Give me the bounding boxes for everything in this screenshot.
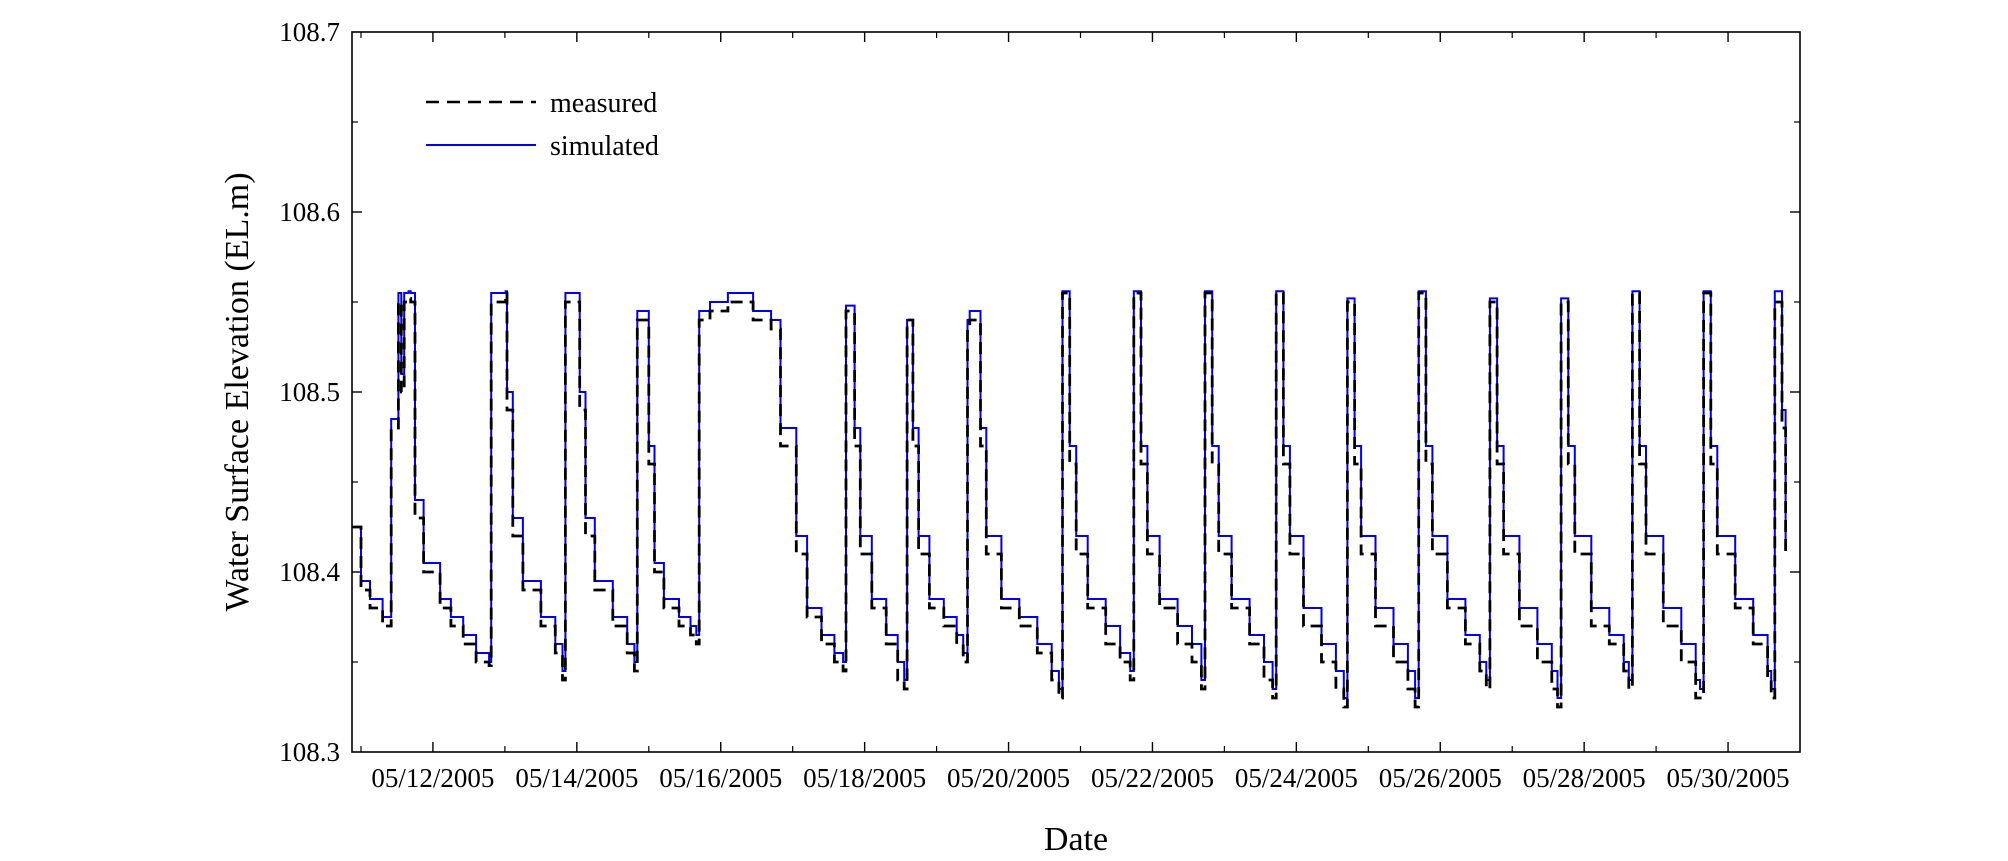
y-tick-label: 108.5: [279, 377, 340, 407]
y-tick-label: 108.3: [279, 737, 340, 767]
axis-ticks: 108.3 108.4 108.5 108.6 108.7 05/12/2005 05/14…: [279, 17, 1800, 793]
x-tick-label: 05/12/2005: [371, 763, 494, 793]
x-tick-label: 05/16/2005: [659, 763, 782, 793]
x-tick-label: 05/28/2005: [1523, 763, 1646, 793]
y-axis-title: Water Surface Elevation (EL.m): [219, 172, 256, 611]
y-tick-label: 108.4: [279, 557, 340, 587]
x-tick-label: 05/26/2005: [1379, 763, 1502, 793]
x-tick-label: 05/24/2005: [1235, 763, 1358, 793]
y-tick-label: 108.7: [279, 17, 340, 47]
x-tick-label: 05/18/2005: [803, 763, 926, 793]
series-layer: [352, 290, 1787, 709]
legend: measured simulated: [426, 88, 659, 162]
x-tick-label: 05/20/2005: [947, 763, 1070, 793]
x-tick-label: 05/30/2005: [1667, 763, 1790, 793]
series-line-measured: [352, 291, 1787, 709]
x-tick-label: 05/22/2005: [1091, 763, 1214, 793]
y-tick-label: 108.6: [279, 197, 340, 227]
legend-simulated-label: simulated: [550, 131, 659, 162]
x-tick-label: 05/14/2005: [515, 763, 638, 793]
series-line-simulated: [352, 290, 1787, 699]
x-axis-title: Date: [1044, 821, 1108, 858]
legend-measured-label: measured: [550, 88, 657, 119]
